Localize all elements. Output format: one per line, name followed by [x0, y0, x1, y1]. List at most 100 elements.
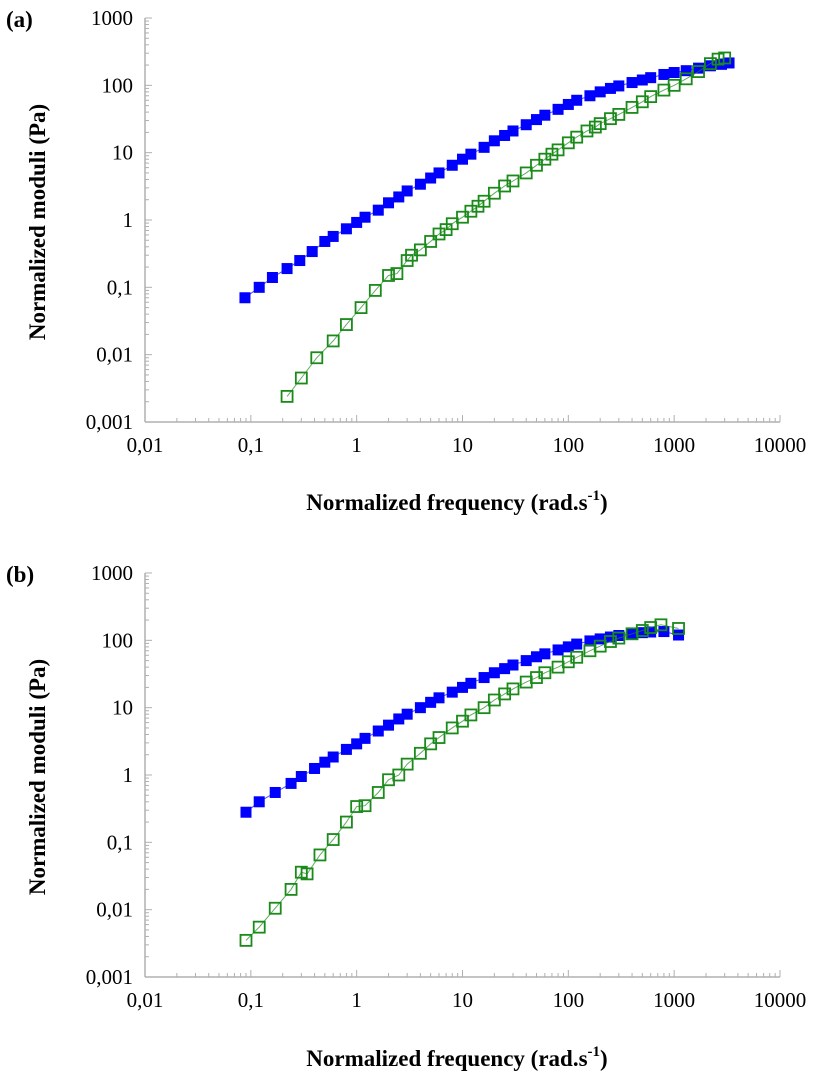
data-point-filled — [393, 191, 405, 203]
data-point-filled — [285, 777, 297, 789]
data-point-filled — [372, 725, 384, 737]
y-tick-label: 1 — [123, 208, 134, 232]
x-tick-label: 0,01 — [127, 988, 164, 1012]
data-point-open — [326, 833, 340, 846]
data-point-open — [268, 901, 282, 915]
data-point-filled — [266, 271, 278, 283]
data-point-filled — [507, 659, 519, 671]
data-point-filled — [520, 655, 532, 667]
y-tick-label: 100 — [102, 628, 134, 652]
data-point-filled — [658, 626, 670, 638]
data-point-open — [284, 882, 298, 896]
axes-a: 0,01 0,1 1 10 100 1000 100000,0010,010,1110100… — [86, 6, 807, 457]
y-tick-label: 1 — [123, 763, 134, 787]
data-point-filled — [693, 62, 705, 74]
data-point-filled — [306, 246, 318, 258]
data-point-filled — [383, 719, 395, 731]
data-point-open — [300, 867, 314, 881]
data-point-filled — [393, 713, 405, 725]
data-point-filled — [433, 167, 445, 179]
data-point-filled — [552, 103, 564, 115]
x-axis-title-a: Normalized frequency (rad.s-1) — [306, 488, 607, 515]
data-point-filled — [327, 751, 339, 763]
data-point-filled — [645, 626, 657, 638]
data-point-filled — [239, 292, 251, 304]
data-point-filled — [680, 65, 692, 77]
y-tick-label: 10 — [112, 141, 133, 165]
data-point-open — [612, 631, 626, 645]
data-point-filled — [594, 86, 606, 98]
data-point-filled — [446, 159, 458, 171]
series-storage-modulus-a — [239, 57, 735, 304]
x-axis-title-b: Normalized frequency (rad.s-1) — [306, 1044, 607, 1071]
data-point-filled — [295, 770, 307, 782]
data-point-open — [711, 52, 725, 66]
data-point-open — [432, 731, 446, 744]
y-tick-label: 0,1 — [107, 830, 133, 854]
data-point-filled — [571, 94, 583, 106]
panel-label-a: (a) — [6, 7, 33, 32]
data-point-filled — [594, 633, 606, 645]
x-tick-label: 100 — [553, 433, 585, 457]
data-point-open — [551, 143, 565, 157]
data-point-open — [340, 815, 353, 829]
x-tick-label: 10000 — [754, 433, 807, 457]
chart-a: (a) Normalized moduli (Pa) Normalized fr… — [6, 6, 807, 515]
data-point-filled — [253, 281, 265, 293]
data-point-filled — [240, 806, 252, 818]
y-axis-title-b: Normalized moduli (Pa) — [25, 659, 50, 895]
data-point-filled — [499, 663, 511, 675]
y-axis-title-a: Normalized moduli (Pa) — [25, 104, 50, 340]
data-point-filled — [340, 223, 352, 235]
data-point-open — [354, 301, 368, 315]
data-point-open — [326, 334, 340, 348]
data-point-filled — [457, 681, 468, 693]
data-point-filled — [351, 738, 363, 750]
data-point-open — [667, 78, 681, 92]
data-point-filled — [530, 114, 542, 126]
data-point-filled — [658, 68, 670, 80]
data-point-open — [635, 624, 649, 637]
data-point-filled — [414, 178, 426, 190]
data-point-filled — [626, 77, 638, 89]
data-point-filled — [425, 696, 437, 708]
data-point-open — [580, 124, 594, 138]
data-point-open — [604, 635, 617, 648]
y-tick-label: 10 — [112, 696, 133, 720]
data-point-filled — [499, 129, 511, 141]
data-point-filled — [507, 125, 519, 137]
data-point-open — [400, 757, 414, 771]
data-point-open — [310, 351, 324, 365]
data-point-open — [371, 786, 385, 799]
data-point-filled — [673, 629, 685, 641]
data-point-filled — [604, 631, 616, 643]
data-point-open — [432, 227, 446, 241]
data-point-filled — [465, 148, 477, 160]
x-tick-label: 0,01 — [127, 433, 164, 457]
data-point-open — [506, 174, 520, 188]
x-tick-label: 1000 — [653, 988, 695, 1012]
data-point-open — [672, 622, 685, 635]
x-tick-label: 100 — [553, 988, 585, 1012]
series-loss-modulus-b — [239, 618, 685, 947]
data-point-open — [464, 708, 478, 722]
data-point-filled — [294, 255, 306, 267]
data-point-filled — [613, 629, 625, 641]
data-point-filled — [645, 72, 657, 84]
data-point-filled — [401, 185, 413, 197]
y-tick-label: 0,1 — [107, 275, 133, 299]
data-point-filled — [383, 197, 395, 209]
data-point-open — [644, 90, 658, 104]
data-point-filled — [488, 667, 500, 679]
data-point-open — [313, 848, 327, 862]
x-tick-label: 1000 — [653, 433, 695, 457]
x-tick-label: 1 — [351, 433, 362, 457]
data-point-filled — [562, 641, 574, 653]
data-point-filled — [401, 708, 413, 720]
data-point-filled — [372, 204, 384, 216]
data-point-filled — [433, 692, 445, 704]
data-point-open — [477, 701, 491, 715]
data-point-open — [445, 721, 459, 735]
data-point-filled — [488, 135, 500, 147]
data-point-filled — [704, 60, 716, 72]
